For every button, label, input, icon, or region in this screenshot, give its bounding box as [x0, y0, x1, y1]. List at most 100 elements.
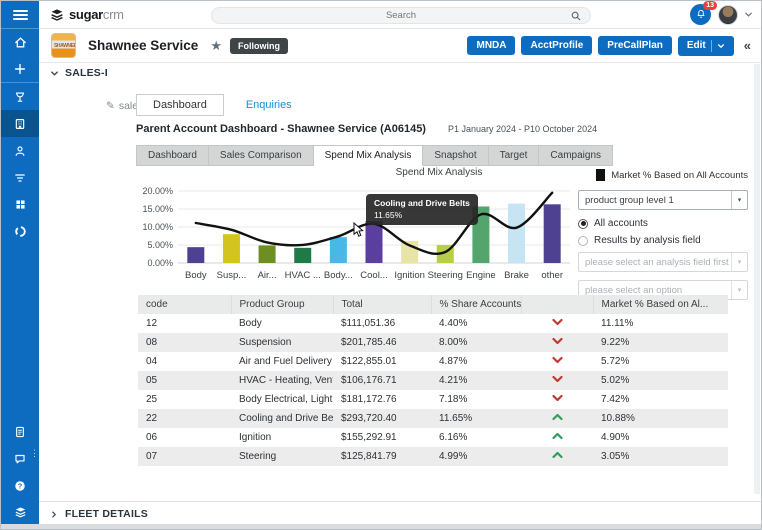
chat-icon[interactable]: ⋮ — [1, 445, 39, 472]
cell-code: 06 — [146, 432, 158, 443]
cell-total: $201,785.46 — [341, 337, 397, 348]
cell-market: 4.90% — [601, 432, 630, 443]
salesi-panel-title: SALES-I — [65, 67, 108, 79]
svg-text:Brake: Brake — [504, 270, 529, 281]
svg-text:5.00%: 5.00% — [147, 240, 173, 250]
subtab-sales-comparison[interactable]: Sales Comparison — [208, 145, 314, 166]
salesi-panel-header[interactable]: SALES-I — [39, 63, 761, 83]
trend-down-icon — [521, 314, 593, 333]
contacts-icon[interactable] — [1, 137, 39, 164]
following-button[interactable]: Following — [229, 37, 288, 54]
sugarcrm-brand[interactable]: sugarcrm — [49, 7, 124, 23]
cell-product-group: Suspension — [239, 337, 292, 348]
mouse-cursor-icon — [353, 222, 365, 238]
more-options-icon[interactable]: ⋮ — [30, 448, 39, 458]
chart-canvas[interactable]: 0.00% 5.00% 10.00% 15.00% 20.00% Body Susp... A… — [138, 179, 580, 289]
cell-market: 9.22% — [601, 337, 630, 348]
accounts-icon[interactable] — [1, 110, 39, 137]
cell-product-group: Cooling and Drive Belts — [239, 413, 333, 424]
analysis-field-select[interactable]: please select an analysis field first ▾ — [578, 252, 748, 272]
pre-call-plan-button[interactable]: PreCallPlan — [598, 36, 672, 55]
home-icon[interactable] — [1, 29, 39, 56]
tab-dashboard[interactable]: Dashboard — [136, 94, 224, 116]
col-total[interactable]: Total — [333, 295, 432, 314]
fleet-details-panel-header[interactable]: FLEET DETAILS — [39, 501, 761, 526]
svg-text:Body...: Body... — [324, 270, 353, 281]
notification-badge: 13 — [703, 0, 717, 10]
subtab-campaigns[interactable]: Campaigns — [539, 145, 614, 166]
col-market[interactable]: Market % Based on Al... — [593, 295, 728, 314]
tab-enquiries[interactable]: Enquiries — [245, 99, 292, 111]
svg-text:Cool...: Cool... — [360, 270, 387, 281]
account-avatar[interactable]: SHAWNEE — [51, 33, 76, 58]
radio-results-by-analysis[interactable]: Results by analysis field — [578, 235, 748, 246]
radio-unselected-icon — [578, 235, 588, 246]
mnda-button[interactable]: MNDA — [467, 36, 516, 55]
cell-code: 22 — [146, 413, 158, 424]
apps-grid-icon[interactable] — [1, 191, 39, 218]
table-row[interactable]: 05 HVAC - Heating, Ventilatio $106,176.71 4… — [138, 371, 728, 390]
dashboard-period: P1 January 2024 - P10 October 2024 — [447, 124, 598, 134]
col-product-group[interactable]: Product Group — [231, 295, 334, 314]
brand-text: sugarcrm — [69, 7, 124, 22]
help-icon[interactable]: ? — [1, 472, 39, 499]
cell-product-group: Body — [239, 318, 262, 329]
radio-all-accounts[interactable]: All accounts — [578, 218, 748, 229]
col-share[interactable]: % Share Accounts Pur... — [431, 295, 522, 314]
table-row[interactable]: 25 Body Electrical, Lighting, F $181,172.7… — [138, 390, 728, 409]
cell-code: 08 — [146, 337, 158, 348]
opportunities-icon[interactable] — [1, 83, 39, 110]
top-navbar: sugarcrm 13 — [39, 0, 761, 29]
cell-market: 10.88% — [601, 413, 635, 424]
cell-total: $122,855.01 — [341, 356, 397, 367]
table-row[interactable]: 08 Suspension $201,785.46 8.00% 9.22% — [138, 333, 728, 352]
edit-dropdown-chevron-icon[interactable] — [717, 42, 725, 50]
favorite-star-icon[interactable]: ★ — [210, 37, 222, 53]
acct-profile-button[interactable]: AcctProfile — [521, 36, 593, 55]
table-row[interactable]: 04 Air and Fuel Delivery $122,855.01 4.87% 5… — [138, 352, 728, 371]
svg-text:20.00%: 20.00% — [142, 186, 173, 196]
pencil-icon: ✎ — [106, 100, 115, 112]
cell-code: 25 — [146, 394, 158, 405]
col-code[interactable]: code — [138, 295, 232, 314]
product-group-select[interactable]: product group level 1 ▾ — [578, 190, 748, 210]
cell-share: 4.40% — [439, 318, 468, 329]
collapse-panels-icon[interactable]: « — [743, 38, 751, 53]
plus-icon[interactable] — [1, 56, 39, 83]
menu-icon[interactable] — [1, 1, 39, 29]
radio-selected-icon — [578, 218, 588, 229]
cell-code: 05 — [146, 375, 158, 386]
subtab-dashboard[interactable]: Dashboard — [136, 145, 209, 166]
svg-text:Body: Body — [185, 270, 207, 281]
table-row[interactable]: 07 Steering $125,841.79 4.99% 3.05% — [138, 447, 728, 466]
subtab-snapshot[interactable]: Snapshot — [423, 145, 489, 166]
select-caret-icon: ▾ — [731, 281, 747, 299]
edit-button[interactable]: Edit — [677, 35, 734, 56]
chart-legend: Market % Based on All Accounts — [578, 169, 748, 181]
sync-icon[interactable] — [1, 218, 39, 245]
filter-icon[interactable] — [1, 164, 39, 191]
product-group-table: code Product Group Total % Share Account… — [138, 295, 728, 466]
spend-mix-chart[interactable]: Spend Mix Analysis 0.00% 5.00% 10.00% 15.00… — [138, 167, 580, 291]
legend-swatch — [596, 169, 606, 181]
user-menu-chevron-icon[interactable] — [744, 10, 753, 19]
notifications-button[interactable]: 13 — [690, 0, 717, 26]
table-row[interactable]: 06 Ignition $155,292.91 6.16% 4.90% — [138, 428, 728, 447]
col-trend[interactable] — [521, 295, 594, 314]
subtab-spend-mix-analysis[interactable]: Spend Mix Analysis — [313, 145, 424, 166]
cell-share: 6.16% — [439, 432, 468, 443]
trend-up-icon — [521, 447, 593, 466]
svg-text:Steering: Steering — [428, 270, 463, 281]
search-input[interactable] — [212, 10, 590, 21]
cell-market: 5.72% — [601, 356, 630, 367]
table-row[interactable]: 12 Body $111,051.36 4.40% 11.11% — [138, 314, 728, 333]
global-search[interactable] — [211, 7, 591, 24]
trend-down-icon — [521, 371, 593, 390]
document-icon[interactable] — [1, 418, 39, 445]
subtab-target[interactable]: Target — [488, 145, 540, 166]
table-row[interactable]: 22 Cooling and Drive Belts $293,720.40 11.6… — [138, 409, 728, 428]
sugarcrm-logo-icon[interactable] — [1, 499, 39, 526]
svg-text:Ignition: Ignition — [394, 270, 425, 281]
user-avatar[interactable] — [718, 4, 738, 25]
scrollbar-track[interactable] — [754, 64, 760, 494]
